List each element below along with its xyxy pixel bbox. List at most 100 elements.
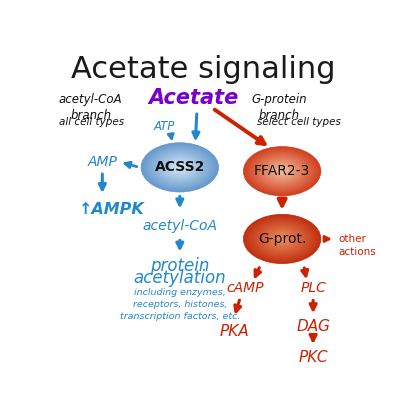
Ellipse shape [170, 161, 190, 174]
Ellipse shape [247, 217, 317, 261]
Ellipse shape [263, 159, 301, 184]
Ellipse shape [147, 146, 213, 188]
Text: G-protein
branch: G-protein branch [251, 93, 307, 122]
Ellipse shape [158, 154, 201, 181]
Ellipse shape [247, 149, 318, 194]
Ellipse shape [251, 152, 313, 191]
Ellipse shape [271, 164, 293, 178]
Ellipse shape [254, 154, 310, 189]
Ellipse shape [256, 154, 308, 188]
Ellipse shape [274, 234, 291, 244]
Ellipse shape [162, 156, 197, 178]
Text: all cell types: all cell types [59, 117, 124, 127]
Ellipse shape [245, 215, 320, 263]
Ellipse shape [274, 166, 291, 176]
Ellipse shape [280, 238, 284, 240]
Ellipse shape [260, 157, 304, 185]
Ellipse shape [257, 223, 307, 255]
Ellipse shape [248, 150, 316, 193]
Ellipse shape [161, 156, 198, 179]
Ellipse shape [258, 223, 306, 254]
Ellipse shape [174, 164, 186, 171]
Ellipse shape [249, 150, 316, 192]
Ellipse shape [153, 150, 207, 184]
Ellipse shape [275, 234, 289, 244]
Ellipse shape [262, 226, 302, 252]
Ellipse shape [243, 214, 321, 264]
Ellipse shape [280, 170, 284, 172]
Ellipse shape [173, 163, 186, 172]
Ellipse shape [272, 165, 292, 177]
Ellipse shape [270, 232, 294, 246]
Ellipse shape [166, 159, 193, 176]
Ellipse shape [268, 162, 296, 180]
Ellipse shape [278, 168, 287, 174]
Ellipse shape [261, 226, 303, 252]
Ellipse shape [249, 218, 315, 260]
Text: cAMP: cAMP [226, 281, 264, 295]
Ellipse shape [265, 160, 299, 182]
Ellipse shape [156, 152, 204, 182]
Ellipse shape [169, 160, 191, 174]
Text: ↑AMPK: ↑AMPK [79, 202, 145, 217]
Ellipse shape [251, 219, 314, 259]
Ellipse shape [251, 151, 314, 191]
Ellipse shape [281, 238, 283, 240]
Ellipse shape [273, 166, 291, 177]
Ellipse shape [178, 166, 182, 168]
Ellipse shape [245, 216, 319, 262]
Ellipse shape [168, 160, 192, 175]
Text: PLC: PLC [300, 281, 326, 295]
Ellipse shape [260, 224, 305, 253]
Ellipse shape [278, 236, 286, 242]
Ellipse shape [273, 233, 291, 245]
Ellipse shape [146, 146, 214, 189]
Ellipse shape [171, 162, 189, 173]
Ellipse shape [155, 152, 204, 183]
Ellipse shape [260, 157, 305, 186]
Ellipse shape [262, 158, 303, 184]
Ellipse shape [148, 147, 212, 188]
Ellipse shape [278, 169, 286, 174]
Ellipse shape [265, 160, 300, 182]
Ellipse shape [245, 148, 319, 195]
Ellipse shape [268, 230, 296, 248]
Ellipse shape [176, 165, 184, 170]
Text: acetyl-CoA: acetyl-CoA [143, 219, 217, 233]
Text: Acetate: Acetate [148, 88, 238, 108]
Ellipse shape [152, 150, 208, 185]
Ellipse shape [244, 147, 320, 196]
Ellipse shape [145, 145, 215, 190]
Ellipse shape [245, 147, 320, 195]
Text: other
actions: other actions [338, 234, 376, 257]
Ellipse shape [252, 152, 312, 190]
Ellipse shape [266, 229, 298, 249]
Ellipse shape [252, 152, 312, 190]
Ellipse shape [268, 162, 296, 180]
Ellipse shape [143, 144, 217, 191]
Ellipse shape [160, 155, 200, 180]
Ellipse shape [276, 235, 288, 243]
Ellipse shape [276, 167, 289, 175]
Ellipse shape [175, 164, 184, 170]
Ellipse shape [270, 231, 295, 247]
Ellipse shape [158, 153, 202, 181]
Ellipse shape [258, 156, 306, 187]
Ellipse shape [164, 157, 196, 178]
Ellipse shape [167, 159, 193, 176]
Ellipse shape [250, 151, 314, 192]
Ellipse shape [259, 156, 305, 186]
Ellipse shape [160, 155, 199, 180]
Ellipse shape [164, 158, 195, 177]
Ellipse shape [262, 226, 303, 252]
Ellipse shape [165, 158, 195, 177]
Ellipse shape [267, 229, 298, 249]
Ellipse shape [267, 161, 298, 181]
Ellipse shape [249, 218, 316, 260]
Ellipse shape [150, 148, 210, 186]
Ellipse shape [277, 236, 287, 242]
Ellipse shape [256, 222, 308, 256]
Ellipse shape [150, 148, 210, 187]
Ellipse shape [278, 236, 287, 242]
Text: acetylation: acetylation [133, 269, 226, 287]
